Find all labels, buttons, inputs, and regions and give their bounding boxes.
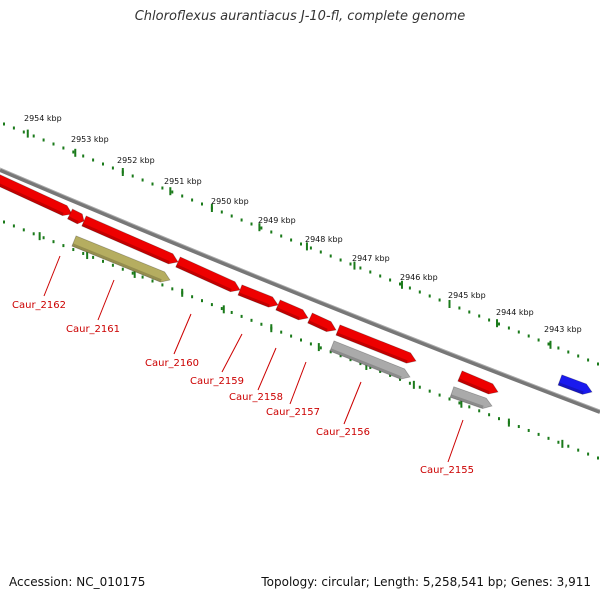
label-leader-line xyxy=(221,333,243,373)
gene-features xyxy=(0,173,593,409)
scale-label: 2954 kbp xyxy=(24,114,62,123)
genome-summary-text: Topology: circular; Length: 5,258,541 bp… xyxy=(261,575,591,589)
accession-text: Accession: NC_010175 xyxy=(9,575,146,589)
label-leader-lines xyxy=(43,255,464,463)
map-title: Chloroflexus aurantiacus J-10-fl, comple… xyxy=(134,9,466,24)
gene-arrow-red[interactable] xyxy=(67,208,85,225)
gene-label-caur-2156[interactable]: Caur_2156 xyxy=(316,427,370,438)
gene-shadow xyxy=(558,382,584,395)
scale-label: 2945 kbp xyxy=(448,291,486,300)
genome-line-highlight xyxy=(0,167,600,411)
scale-label: 2948 kbp xyxy=(305,235,343,244)
label-leader-line xyxy=(43,255,61,297)
scale-label: 2949 kbp xyxy=(258,216,296,225)
label-leader-line xyxy=(173,313,192,355)
gene-label-caur-2162[interactable]: Caur_2162 xyxy=(12,300,66,311)
gene-shadow xyxy=(457,378,490,394)
label-leader-line xyxy=(343,381,362,425)
label-leader-line xyxy=(447,419,464,463)
gene-arrow-red[interactable] xyxy=(81,215,179,265)
gene-arrow-red[interactable] xyxy=(275,299,309,321)
label-leader-line xyxy=(97,279,115,321)
gene-arrow-red[interactable] xyxy=(335,324,417,364)
scale-labels: 2954 kbp 2953 kbp 2952 kbp 2951 kbp 2950… xyxy=(24,114,582,334)
scale-label: 2950 kbp xyxy=(211,197,249,206)
gene-labels: Caur_2162 Caur_2161 Caur_2160 Caur_2159 … xyxy=(12,300,474,476)
gene-arrow-red[interactable] xyxy=(237,284,279,308)
label-leader-line xyxy=(289,361,307,405)
gene-shadow xyxy=(307,320,328,332)
scale-label: 2943 kbp xyxy=(544,325,582,334)
gene-arrow-red[interactable] xyxy=(457,370,499,395)
gene-arrow-red[interactable] xyxy=(0,173,73,217)
gene-arrow-red[interactable] xyxy=(175,256,241,293)
gene-label-caur-2158[interactable]: Caur_2158 xyxy=(229,392,283,403)
gene-shadow xyxy=(71,243,162,283)
gene-label-caur-2160[interactable]: Caur_2160 xyxy=(145,358,199,369)
scale-label: 2944 kbp xyxy=(496,308,534,317)
gene-arrow-gray[interactable] xyxy=(449,386,493,409)
gene-shadow xyxy=(81,223,170,264)
scale-label: 2951 kbp xyxy=(164,177,202,186)
gene-label-caur-2159[interactable]: Caur_2159 xyxy=(190,376,244,387)
gene-arrow-red[interactable] xyxy=(307,312,337,333)
scale-label: 2953 kbp xyxy=(71,135,109,144)
gene-arrow-blue[interactable] xyxy=(557,374,593,395)
scale-label: 2947 kbp xyxy=(352,254,390,263)
gene-shadow xyxy=(0,183,64,216)
gene-shadow xyxy=(67,216,79,224)
gene-shadow xyxy=(450,394,484,409)
scale-label: 2952 kbp xyxy=(117,156,155,165)
label-leader-line xyxy=(257,347,277,391)
gene-shadow xyxy=(335,332,408,364)
genome-backbone xyxy=(0,167,600,414)
gene-label-caur-2157[interactable]: Caur_2157 xyxy=(266,407,320,418)
gene-label-caur-2161[interactable]: Caur_2161 xyxy=(66,324,120,335)
gene-arrow-olive[interactable] xyxy=(71,235,171,283)
gene-shadow xyxy=(237,292,270,308)
gene-shadow xyxy=(175,264,232,292)
gene-shadow xyxy=(275,307,300,320)
gene-label-caur-2155[interactable]: Caur_2155 xyxy=(420,465,474,476)
gene-arrow-gray[interactable] xyxy=(329,340,411,380)
genome-line xyxy=(0,168,600,414)
gene-shadow xyxy=(329,348,402,380)
scale-label: 2946 kbp xyxy=(400,273,438,282)
